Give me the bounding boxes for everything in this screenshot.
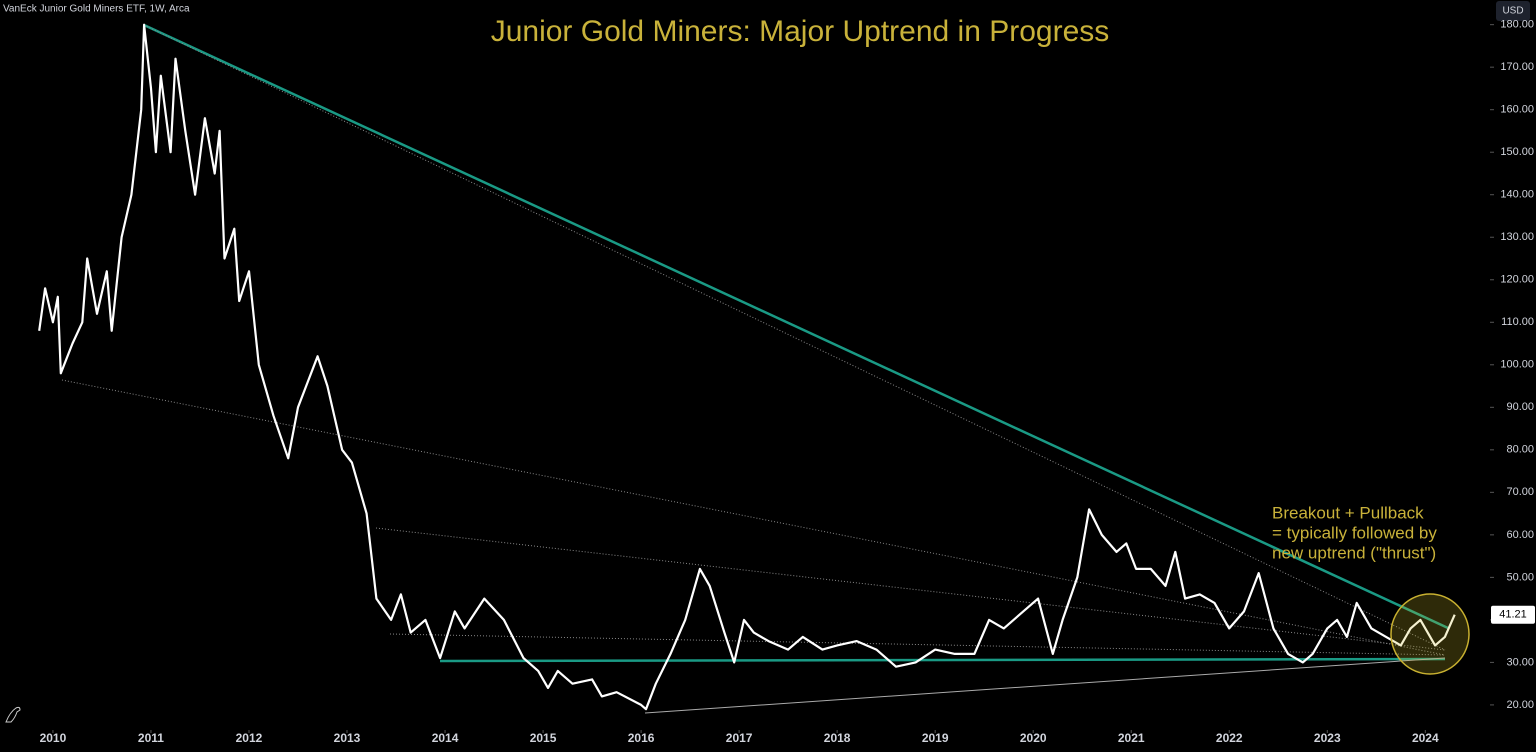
y-tick-label: 150.00 <box>1500 146 1534 158</box>
y-tick-label: 140.00 <box>1500 189 1534 201</box>
y-tick-label: 50.00 <box>1506 571 1534 583</box>
annotation: Breakout + Pullback= typically followed … <box>1272 503 1437 562</box>
chart-title: Junior Gold Miners: Major Uptrend in Pro… <box>491 15 1110 48</box>
y-tick-label: 70.00 <box>1506 486 1534 498</box>
y-tick-label: 100.00 <box>1500 359 1534 371</box>
last-price-label: 41.21 <box>1499 609 1527 621</box>
y-tick-label: 80.00 <box>1506 444 1534 456</box>
trendline <box>61 379 1446 656</box>
x-tick-label: 2010 <box>40 731 67 745</box>
trendline <box>389 633 1446 656</box>
currency-button[interactable] <box>1496 1 1530 21</box>
y-tick-label: 110.00 <box>1501 316 1534 328</box>
logo <box>5 706 21 723</box>
plot <box>38 23 1456 711</box>
trendline <box>439 657 1446 663</box>
y-tick-label: 180.00 <box>1500 19 1534 31</box>
x-tick-label: 2024 <box>1412 731 1439 745</box>
trendline <box>143 24 1446 651</box>
x-tick-label: 2016 <box>628 731 655 745</box>
highlight-circle <box>1390 593 1470 675</box>
y-tick-label: 120.00 <box>1500 274 1534 286</box>
price-line <box>38 23 1456 711</box>
x-tick-label: 2021 <box>1118 731 1145 745</box>
x-tick-label: 2015 <box>530 731 557 745</box>
annotation-line: new uptrend ("thrust") <box>1272 543 1436 562</box>
currency-label[interactable]: USD <box>1502 6 1523 17</box>
x-tick-label: 2017 <box>726 731 753 745</box>
last-price-box <box>1491 605 1535 624</box>
x-tick-label: 2022 <box>1216 731 1243 745</box>
x-tick-label: 2023 <box>1314 731 1341 745</box>
y-tick-label: 60.00 <box>1506 529 1534 541</box>
y-tick-label: 30.00 <box>1506 656 1534 668</box>
y-tick-label: 90.00 <box>1506 401 1534 413</box>
trendline <box>644 657 1446 714</box>
x-tick-label: 2011 <box>138 731 164 745</box>
x-tick-label: 2014 <box>432 731 459 745</box>
y-tick-label: 160.00 <box>1500 104 1534 116</box>
x-tick-label: 2019 <box>922 731 949 745</box>
trendlines <box>61 23 1449 714</box>
trendline <box>143 23 1449 630</box>
y-tick-label: 20.00 <box>1506 699 1534 711</box>
x-tick-label: 2020 <box>1020 731 1047 745</box>
annotation-line: Breakout + Pullback <box>1272 503 1424 522</box>
y-tick-label: 130.00 <box>1500 231 1534 243</box>
annotation-line: = typically followed by <box>1272 523 1437 542</box>
x-tick-label: 2012 <box>236 731 263 745</box>
trendline <box>375 527 1446 651</box>
x-tick-label: 2013 <box>334 731 361 745</box>
source-label: VanEck Junior Gold Miners ETF, 1W, Arca <box>3 4 190 15</box>
y-tick-label: 170.00 <box>1500 61 1534 73</box>
x-tick-label: 2018 <box>824 731 851 745</box>
